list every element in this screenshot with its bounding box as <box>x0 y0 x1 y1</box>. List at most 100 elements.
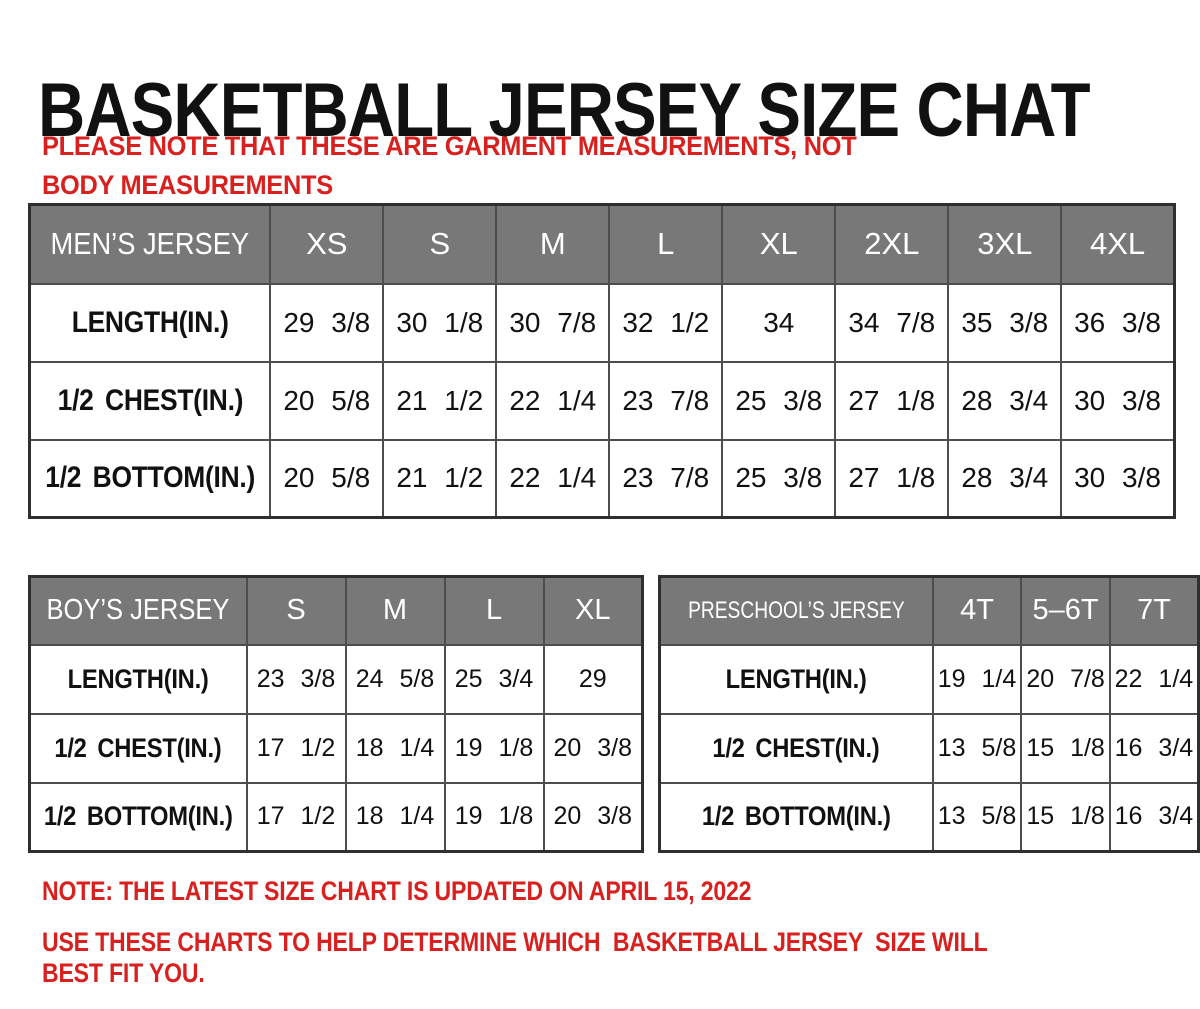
boys-header-row: BOY’S JERSEY S M L XL <box>28 575 644 646</box>
mens-chest-row: 1/2 CHEST(IN.) 20 5/8 21 1/2 22 1/4 23 7… <box>28 360 1176 441</box>
size-value-cell: 27 1/8 <box>834 438 950 519</box>
size-header-cell: XS <box>269 203 385 285</box>
size-header-cell: M <box>344 575 446 646</box>
size-value-cell: 17 1/2 <box>245 781 347 853</box>
mens-table-title-cell: MEN’S JERSEY <box>28 203 272 285</box>
row-label-cell: 1/2 BOTTOM(IN.) <box>28 781 248 853</box>
size-value-cell: 23 3/8 <box>245 643 347 715</box>
row-label: 1/2 BOTTOM(IN.) <box>45 461 255 495</box>
row-label-cell: LENGTH(IN.) <box>658 643 934 715</box>
size-value-cell: 22 1/4 <box>495 360 611 441</box>
row-label: 1/2 BOTTOM(IN.) <box>43 801 233 832</box>
size-value-cell: 30 3/8 <box>1060 360 1176 441</box>
row-label: LENGTH(IN.) <box>725 663 867 694</box>
row-label: LENGTH(IN.) <box>71 305 229 339</box>
size-value-cell: 22 1/4 <box>495 438 611 519</box>
size-value-cell: 15 1/8 <box>1020 712 1111 784</box>
row-label-cell: LENGTH(IN.) <box>28 282 272 363</box>
mens-table-title: MEN’S JERSEY <box>50 226 250 262</box>
size-header-cell: XL <box>721 203 837 285</box>
boys-length-row: LENGTH(IN.) 23 3/8 24 5/8 25 3/4 29 <box>28 643 644 715</box>
row-label-cell: 1/2 CHEST(IN.) <box>28 712 248 784</box>
boys-chest-row: 1/2 CHEST(IN.) 17 1/2 18 1/4 19 1/8 20 3… <box>28 712 644 784</box>
size-value-cell: 25 3/8 <box>721 438 837 519</box>
size-header-cell: S <box>382 203 498 285</box>
size-value-cell: 21 1/2 <box>382 438 498 519</box>
size-value-cell: 36 3/8 <box>1060 282 1176 363</box>
size-value-cell: 25 3/4 <box>443 643 545 715</box>
size-value-cell: 13 5/8 <box>931 712 1023 784</box>
size-value-cell: 17 1/2 <box>245 712 347 784</box>
size-value-cell: 23 7/8 <box>608 438 724 519</box>
size-header-cell: 2XL <box>834 203 950 285</box>
boys-table-title: BOY’S JERSEY <box>46 594 230 627</box>
preschool-table-title-cell: PRESCHOOL’S JERSEY <box>658 575 934 646</box>
row-label-cell: 1/2 BOTTOM(IN.) <box>28 438 272 519</box>
size-value-cell: 18 1/4 <box>344 781 446 853</box>
size-value-cell: 19 1/4 <box>931 643 1023 715</box>
size-value-cell: 22 1/4 <box>1108 643 1200 715</box>
size-value-cell: 19 1/8 <box>443 712 545 784</box>
mens-length-row: LENGTH(IN.) 29 3/8 30 1/8 30 7/8 32 1/2 … <box>28 282 1176 363</box>
row-label: 1/2 CHEST(IN.) <box>712 732 880 763</box>
size-value-cell: 35 3/8 <box>947 282 1063 363</box>
size-value-cell: 25 3/8 <box>721 360 837 441</box>
size-value-cell: 21 1/2 <box>382 360 498 441</box>
boys-table-title-cell: BOY’S JERSEY <box>28 575 248 646</box>
size-header-cell: S <box>245 575 347 646</box>
boys-jersey-table: BOY’S JERSEY S M L XL LENGTH(IN.) 23 3/8… <box>28 575 645 853</box>
size-value-cell: 28 3/4 <box>947 360 1063 441</box>
row-label: 1/2 CHEST(IN.) <box>54 732 222 763</box>
size-header-cell: L <box>608 203 724 285</box>
size-header-cell: M <box>495 203 611 285</box>
size-value-cell: 20 5/8 <box>269 360 385 441</box>
size-value-cell: 20 7/8 <box>1020 643 1111 715</box>
preschool-jersey-table: PRESCHOOL’S JERSEY 4T 5–6T 7T LENGTH(IN.… <box>658 575 1200 853</box>
preschool-chest-row: 1/2 CHEST(IN.) 13 5/8 15 1/8 16 3/4 <box>658 712 1200 784</box>
size-value-cell: 34 7/8 <box>834 282 950 363</box>
mens-bottom-row: 1/2 BOTTOM(IN.) 20 5/8 21 1/2 22 1/4 23 … <box>28 438 1176 519</box>
usage-note: USE THESE CHARTS TO HELP DETERMINE WHICH… <box>42 927 994 988</box>
update-note: NOTE: THE LATEST SIZE CHART IS UPDATED O… <box>42 876 752 906</box>
row-label-cell: LENGTH(IN.) <box>28 643 248 715</box>
row-label-cell: 1/2 CHEST(IN.) <box>28 360 272 441</box>
size-header-cell: 7T <box>1108 575 1200 646</box>
size-value-cell: 30 1/8 <box>382 282 498 363</box>
size-value-cell: 20 3/8 <box>542 781 644 853</box>
size-value-cell: 34 <box>721 282 837 363</box>
size-value-cell: 20 5/8 <box>269 438 385 519</box>
mens-jersey-table: MEN’S JERSEY XS S M L XL 2XL 3XL 4XL LEN… <box>28 203 1176 519</box>
size-value-cell: 18 1/4 <box>344 712 446 784</box>
size-header-cell: 5–6T <box>1020 575 1111 646</box>
size-header-cell: 3XL <box>947 203 1063 285</box>
size-value-cell: 30 7/8 <box>495 282 611 363</box>
page-title: BASKETBALL JERSEY SIZE CHAT <box>38 67 1091 153</box>
size-value-cell: 20 3/8 <box>542 712 644 784</box>
boys-bottom-row: 1/2 BOTTOM(IN.) 17 1/2 18 1/4 19 1/8 20 … <box>28 781 644 853</box>
size-value-cell: 13 5/8 <box>931 781 1023 853</box>
size-header-cell: L <box>443 575 545 646</box>
size-value-cell: 15 1/8 <box>1020 781 1111 853</box>
size-value-cell: 32 1/2 <box>608 282 724 363</box>
row-label: 1/2 BOTTOM(IN.) <box>701 801 891 832</box>
preschool-table-title: PRESCHOOL’S JERSEY <box>688 596 905 624</box>
footer-notes: NOTE: THE LATEST SIZE CHART IS UPDATED O… <box>42 876 1200 1009</box>
row-label: LENGTH(IN.) <box>67 663 209 694</box>
garment-measurements-note: PLEASE NOTE THAT THESE ARE GARMENT MEASU… <box>42 131 857 201</box>
size-value-cell: 23 7/8 <box>608 360 724 441</box>
preschool-length-row: LENGTH(IN.) 19 1/4 20 7/8 22 1/4 <box>658 643 1200 715</box>
preschool-header-row: PRESCHOOL’S JERSEY 4T 5–6T 7T <box>658 575 1200 646</box>
size-value-cell: 28 3/4 <box>947 438 1063 519</box>
size-header-cell: 4XL <box>1060 203 1176 285</box>
size-value-cell: 27 1/8 <box>834 360 950 441</box>
size-value-cell: 16 3/4 <box>1108 781 1200 853</box>
size-value-cell: 29 3/8 <box>269 282 385 363</box>
row-label-cell: 1/2 CHEST(IN.) <box>658 712 934 784</box>
row-label: 1/2 CHEST(IN.) <box>57 383 243 417</box>
size-value-cell: 24 5/8 <box>344 643 446 715</box>
size-header-cell: XL <box>542 575 644 646</box>
size-value-cell: 29 <box>542 643 644 715</box>
preschool-bottom-row: 1/2 BOTTOM(IN.) 13 5/8 15 1/8 16 3/4 <box>658 781 1200 853</box>
row-label-cell: 1/2 BOTTOM(IN.) <box>658 781 934 853</box>
size-value-cell: 16 3/4 <box>1108 712 1200 784</box>
